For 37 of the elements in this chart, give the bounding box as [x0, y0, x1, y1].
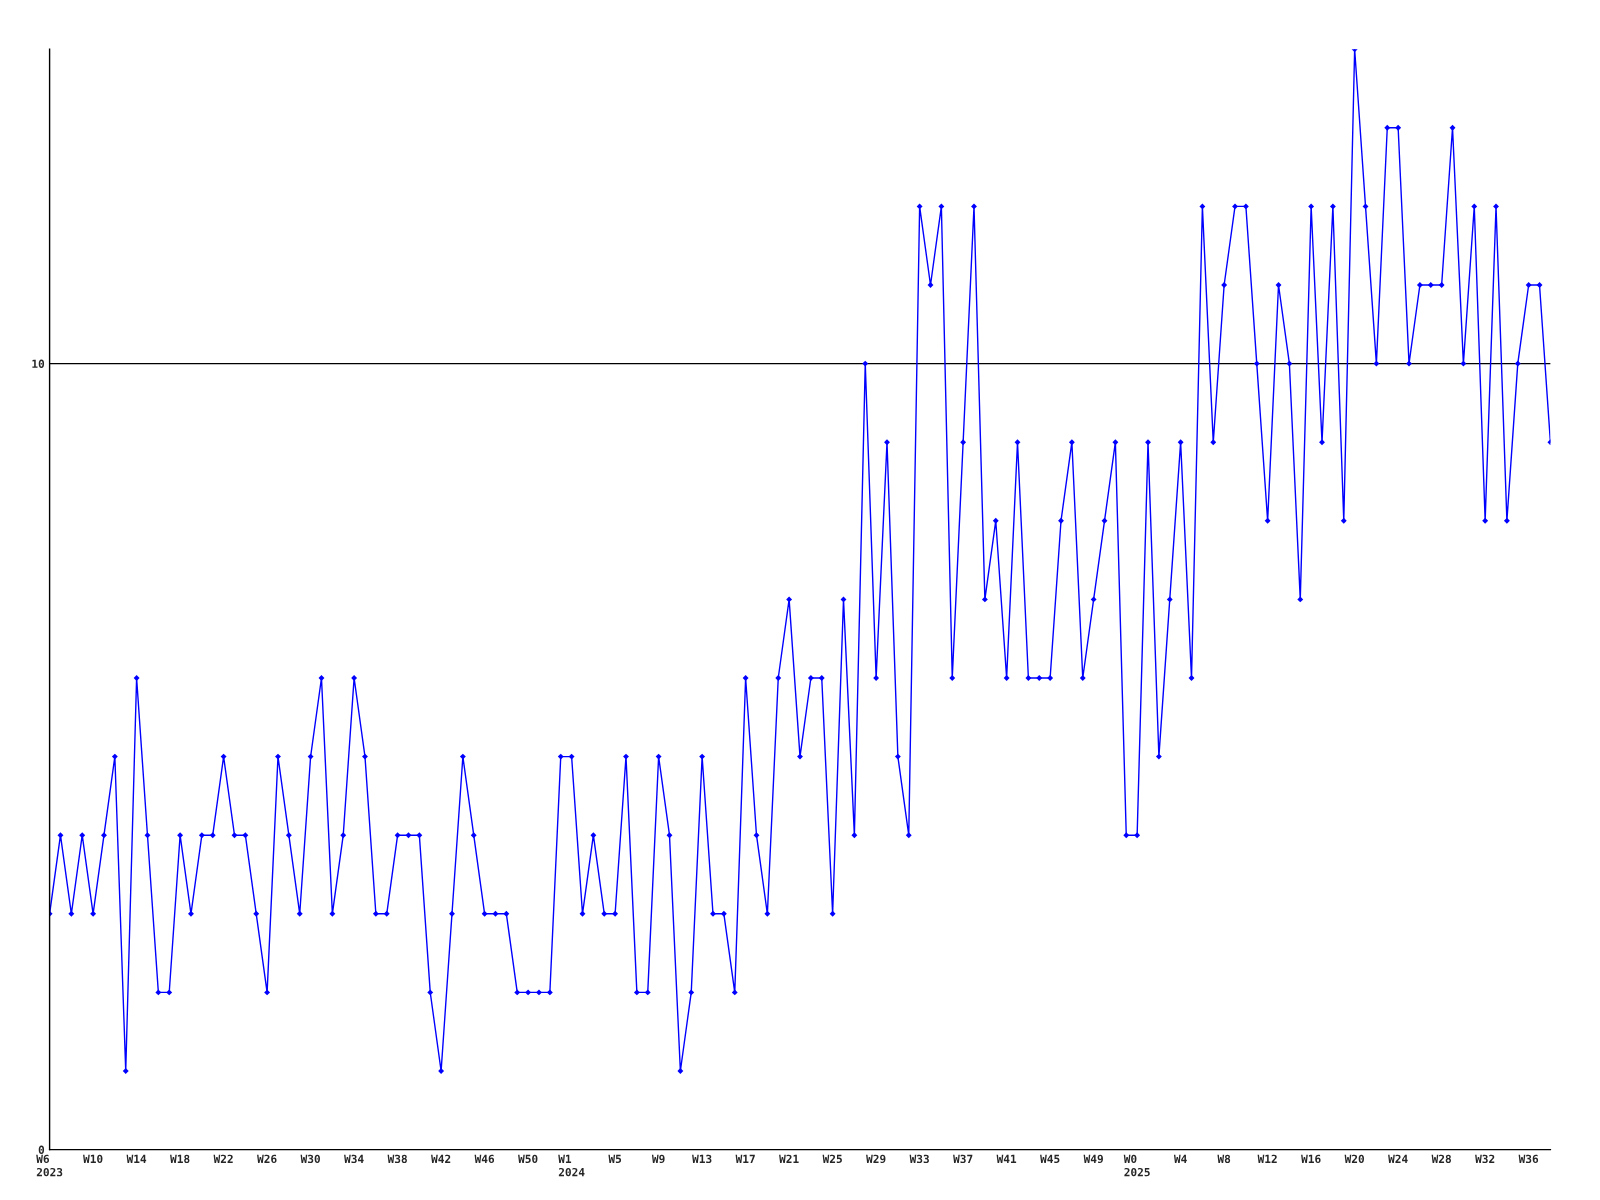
x-tick-label: W46: [474, 1154, 495, 1164]
x-tick-label: W26: [257, 1154, 277, 1164]
x-tick-label: W45: [1040, 1154, 1060, 1164]
x-tick-label: W9: [651, 1154, 665, 1164]
x-tick-label: W5: [608, 1154, 622, 1164]
x-tick-label: W4: [1173, 1154, 1187, 1163]
x-tick-label: W49: [1083, 1154, 1103, 1164]
x-tick-label: W20: [1344, 1154, 1365, 1164]
x-tick-label: W12: [1257, 1154, 1277, 1163]
x-tick-label: W22: [213, 1154, 233, 1163]
x-tick-label: W17: [735, 1154, 755, 1163]
x-tick-label: W36: [1518, 1154, 1539, 1164]
x-tick-label: W30: [300, 1154, 320, 1164]
x-tick-label: W41: [996, 1154, 1017, 1163]
x-tick-label: W33: [909, 1154, 929, 1164]
x-tick-label: W21: [779, 1154, 799, 1163]
x-tick-label: W16: [1301, 1154, 1321, 1164]
x-tick-label: W6 2023: [36, 1154, 63, 1177]
x-tick-label: W14: [126, 1154, 147, 1163]
x-tick-label: W34: [344, 1154, 364, 1164]
x-tick-label: W10: [83, 1154, 103, 1164]
x-tick-label: W24: [1388, 1154, 1408, 1163]
x-tick-label: W13: [692, 1154, 712, 1164]
x-tick-label: W37: [953, 1154, 973, 1164]
x-tick-label: W50: [518, 1154, 538, 1164]
x-tick-label: W29: [866, 1154, 886, 1164]
x-tick-label: W42: [431, 1154, 451, 1163]
x-tick-label: W1 2024: [558, 1154, 585, 1177]
x-tick-label: W25: [822, 1154, 842, 1164]
x-tick-label: W0 2025: [1123, 1154, 1150, 1177]
x-tick-label: W28: [1431, 1154, 1451, 1164]
x-tick-label: W18: [170, 1154, 190, 1164]
x-tick-label: W8: [1217, 1154, 1231, 1164]
x-tick-label: W38: [387, 1154, 407, 1164]
x-tick-label: W32: [1475, 1154, 1495, 1164]
y-tick-label: 0: [38, 1145, 45, 1154]
y-tick-label: 10: [32, 359, 45, 368]
